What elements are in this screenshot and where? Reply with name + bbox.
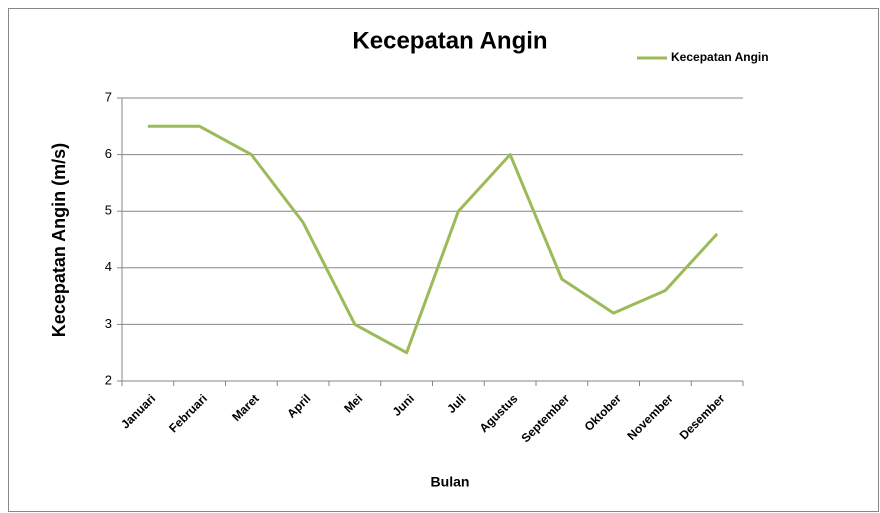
x-axis-label: Bulan: [431, 474, 470, 490]
y-tick-label: 4: [105, 259, 112, 274]
legend-label: Kecepatan Angin: [671, 50, 769, 64]
chart-title: Kecepatan Angin: [352, 27, 547, 54]
y-tick-label: 5: [105, 203, 112, 218]
chart-frame: [8, 8, 879, 512]
y-tick-label: 7: [105, 89, 112, 104]
data-line: [147, 124, 719, 355]
y-tick-label: 3: [105, 316, 112, 331]
y-tick-label: 2: [105, 372, 112, 387]
y-tick-label: 6: [105, 146, 112, 161]
y-axis-label: Kecepatan Angin (m/s): [49, 143, 69, 337]
